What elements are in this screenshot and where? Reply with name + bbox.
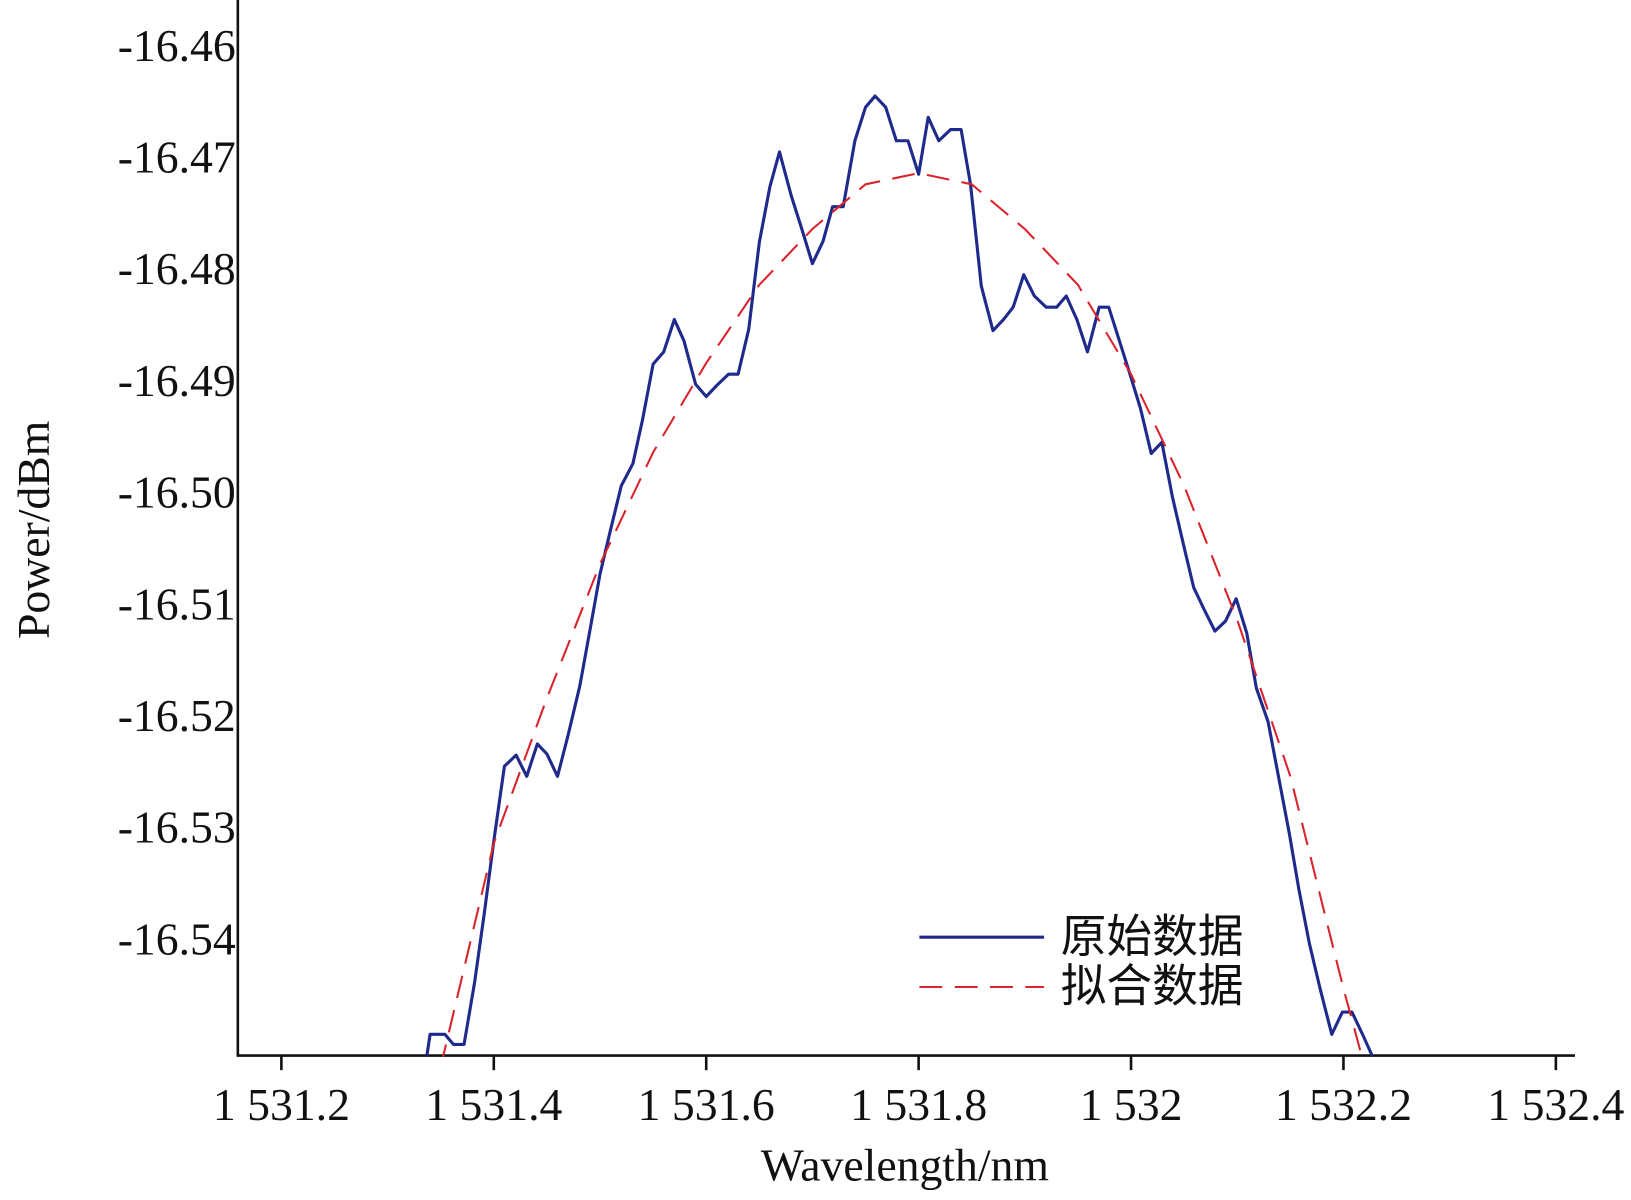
series-line [425, 94, 1374, 1057]
x-tick-label: 1 531.2 [213, 1079, 350, 1130]
x-tick-label: 1 532.2 [1275, 1079, 1412, 1130]
y-tick-label: -16.47 [118, 131, 236, 182]
legend-label: 拟合数据 [1061, 961, 1244, 1012]
x-tick-label: 1 531.6 [638, 1079, 775, 1130]
y-tick-label: -16.46 [118, 20, 236, 71]
y-tick-label: -16.54 [118, 913, 236, 964]
y-axis-label: Power/dBm [8, 421, 59, 639]
x-tick-label: 1 531.4 [425, 1079, 562, 1130]
y-tick-label: -16.52 [118, 690, 236, 741]
x-axis-label: Wavelength/nm [761, 1139, 1049, 1190]
legend-label: 原始数据 [1061, 911, 1244, 962]
y-tick-label: -16.53 [118, 802, 236, 853]
x-tick-label: 1 532.4 [1487, 1079, 1624, 1130]
y-tick-label: -16.50 [118, 467, 236, 518]
x-tick-label: 1 531.8 [850, 1079, 987, 1130]
y-tick-label: -16.51 [118, 578, 236, 629]
y-tick-label: -16.49 [118, 355, 236, 406]
x-tick-label: 1 532 [1080, 1079, 1183, 1130]
y-tick-label: -16.48 [118, 243, 236, 294]
plot-area [425, 94, 1374, 1057]
